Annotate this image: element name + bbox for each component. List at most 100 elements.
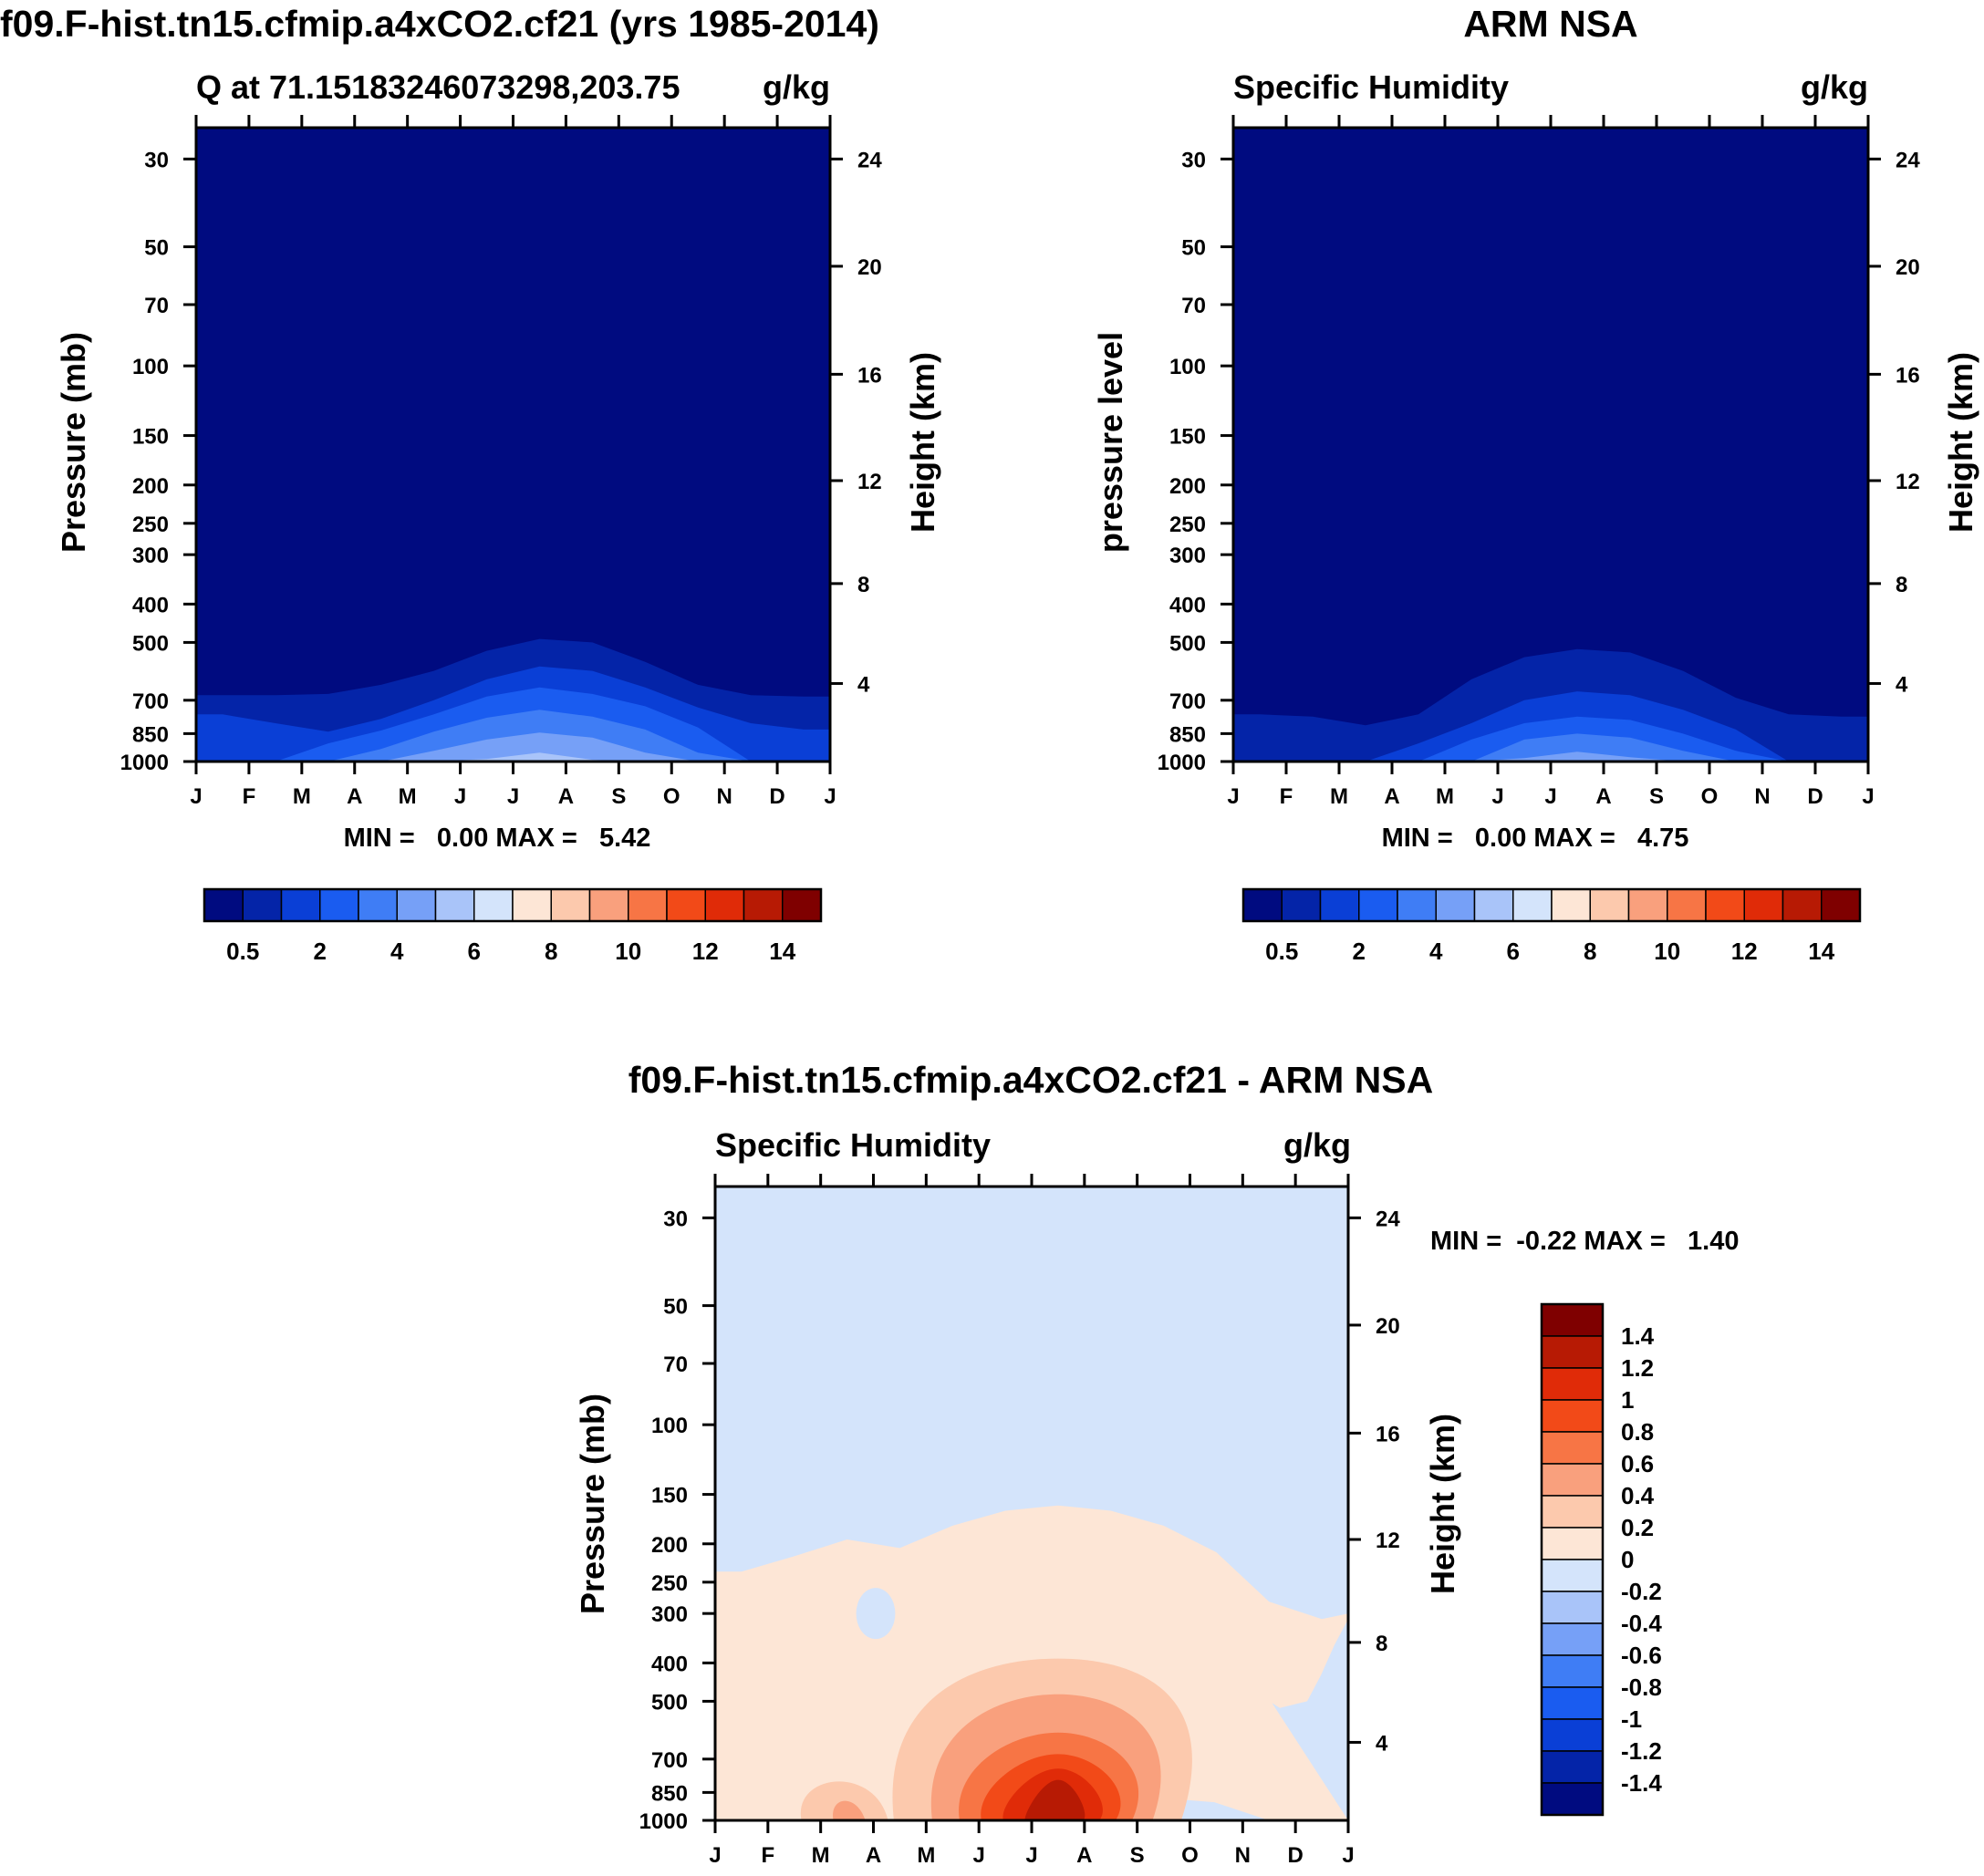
colorbar-swatch (1589, 888, 1630, 922)
y-tick-label: 700 (651, 1748, 688, 1773)
x-tick-label: J (1491, 784, 1503, 809)
contour-march-core (833, 1800, 866, 1820)
colorbar-label: 8 (1584, 938, 1596, 965)
colorbar-label: -0.6 (1621, 1642, 1662, 1669)
x-tick-label: M (399, 784, 417, 809)
colorbar-swatch (1667, 888, 1707, 922)
panel-diff: f09.F-hist.tn15.cfmip.a4xCO2.cf21 - ARM … (574, 1059, 1739, 1868)
colorbar-swatch (280, 888, 321, 922)
colorbar-label: 8 (545, 938, 557, 965)
panel-obs-plot: J F M A M J J A S O N D J 30 50 70 100 150 200 250 300 400 500… (1158, 115, 1920, 809)
x-tick-label: S (611, 784, 626, 809)
y-tick-label: 200 (132, 474, 169, 499)
panel-obs-title: ARM NSA (1463, 3, 1637, 45)
y-tick-label: 50 (1181, 236, 1206, 261)
colorbar-label: 0.8 (1621, 1418, 1654, 1446)
height-tick-label: 16 (1376, 1422, 1400, 1446)
y-tick-label: 250 (651, 1571, 688, 1596)
panel-model: f09.F-hist.tn15.cfmip.a4xCO2.cf21 (yrs 1… (0, 3, 941, 965)
y-tick-label: 1000 (1158, 751, 1206, 775)
height-tick-label: 4 (1376, 1731, 1388, 1756)
colorbar-swatch (1705, 888, 1745, 922)
y-tick-label: 300 (132, 544, 169, 568)
colorbar-label: 14 (1808, 938, 1834, 965)
colorbar-swatch (1397, 888, 1437, 922)
colorbar-label: 0.4 (1621, 1482, 1655, 1509)
y-tick-label: 400 (651, 1652, 688, 1676)
colorbar-swatch (1541, 1591, 1604, 1624)
y-tick-label: 250 (1169, 513, 1206, 537)
panel-obs-ylabel: pressure level (1092, 332, 1129, 553)
x-tick-label: D (769, 784, 784, 809)
x-tick-label: S (1130, 1843, 1145, 1868)
colorbar-swatch (319, 888, 359, 922)
colorbar-label: -0.8 (1621, 1674, 1662, 1701)
colorbar-frame (203, 887, 823, 923)
colorbar-label: -0.2 (1621, 1578, 1662, 1605)
x-tick-label: S (1649, 784, 1664, 809)
colorbar-swatch (1541, 1559, 1604, 1592)
colorbar-label: 12 (1731, 938, 1758, 965)
contour-level-5 (196, 752, 830, 762)
colorbar-swatch (1541, 1431, 1604, 1465)
colorbar-swatch (1541, 1495, 1604, 1529)
colorbar-swatch (704, 888, 745, 922)
colorbar-label: 1.2 (1621, 1354, 1654, 1382)
height-tick-label: 8 (857, 573, 869, 597)
colorbar-swatch (666, 888, 706, 922)
height-tick-label: 20 (1376, 1314, 1400, 1339)
panel-obs-colorbar: 0.5 2 4 6 8 10 12 14 (1241, 887, 1862, 965)
panel-diff-plot: J F M A M J J A S O N D J 30 50 70 100 150 200 250 300 400 500… (639, 1174, 1400, 1868)
x-tick-label: M (812, 1843, 830, 1868)
y-tick-label: 150 (1169, 425, 1206, 450)
x-tick-label: A (866, 1843, 881, 1868)
panel-diff-title: f09.F-hist.tn15.cfmip.a4xCO2.cf21 - ARM … (628, 1059, 1433, 1101)
colorbar-swatch (588, 888, 629, 922)
colorbar-label: 10 (1654, 938, 1680, 965)
contour-level-3 (1233, 733, 1868, 762)
colorbar-label: -1 (1621, 1705, 1642, 1733)
colorbar-swatch (1821, 888, 1861, 922)
x-tick-label: J (1227, 784, 1239, 809)
colorbar-swatch (1541, 1399, 1604, 1433)
y-tick-label: 700 (132, 689, 169, 714)
colorbar-swatch (1743, 888, 1784, 922)
colorbar-label: 0 (1621, 1546, 1634, 1573)
contour-level-4 (1233, 751, 1868, 762)
height-tick-label: 8 (1376, 1632, 1387, 1656)
y-tick-label: 150 (132, 425, 169, 450)
colorbar-swatch (550, 888, 591, 922)
y-tick-label: 50 (144, 236, 169, 261)
height-tick-label: 4 (857, 672, 870, 697)
y-tick-label: 300 (651, 1602, 688, 1627)
colorbar-label: 12 (692, 938, 719, 965)
y-tick-label: 1000 (120, 751, 169, 775)
height-tick-label: 24 (1376, 1207, 1400, 1231)
x-tick-label: N (1754, 784, 1770, 809)
x-tick-label: M (1330, 784, 1348, 809)
y-tick-label: 500 (1169, 631, 1206, 656)
colorbar-swatch (396, 888, 437, 922)
y-tick-label: 300 (1169, 544, 1206, 568)
colorbar-swatch (1435, 888, 1476, 922)
colorbar-label: -1.4 (1621, 1769, 1662, 1797)
y-tick-label: 500 (132, 631, 169, 656)
x-tick-label: A (347, 784, 362, 809)
contour-march-patch (800, 1781, 888, 1820)
x-tick-label: N (1235, 1843, 1251, 1868)
x-tick-label: A (1384, 784, 1399, 809)
panel-obs-ylabel-right: Height (km) (1942, 352, 1979, 533)
colorbar-swatch (434, 888, 475, 922)
x-tick-label: J (1342, 1843, 1354, 1868)
x-tick-label: M (293, 784, 311, 809)
y-tick-label: 30 (144, 148, 169, 172)
height-tick-label: 24 (857, 148, 882, 172)
colorbar-label: 0.5 (226, 938, 259, 965)
colorbar-swatch (358, 888, 398, 922)
colorbar-swatch (512, 888, 552, 922)
colorbar-swatch (203, 888, 244, 922)
colorbar-swatch (1541, 1750, 1604, 1784)
colorbar-label: 10 (615, 938, 641, 965)
colorbar-swatch (1473, 888, 1514, 922)
y-tick-label: 200 (1169, 474, 1206, 499)
